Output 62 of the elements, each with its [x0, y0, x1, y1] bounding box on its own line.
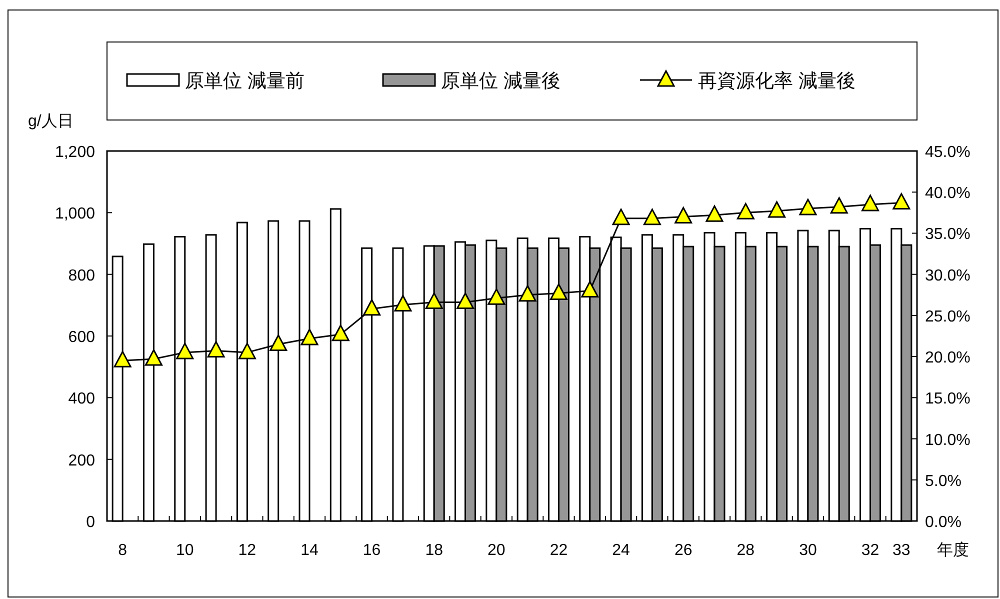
legend-label: 原単位 減量後 — [441, 71, 560, 92]
point — [830, 197, 848, 214]
y-tick-label: 200 — [68, 452, 96, 470]
point — [518, 285, 536, 302]
point — [892, 193, 910, 210]
point — [176, 342, 194, 360]
point — [207, 341, 225, 358]
point — [300, 328, 318, 346]
point — [332, 324, 350, 342]
x-tick-label: 10 — [176, 542, 194, 559]
x-tick-label: 18 — [425, 542, 444, 559]
point — [674, 207, 692, 224]
point — [862, 194, 880, 212]
y-axis-title: g/人日 — [28, 113, 74, 130]
x-tick-label: 28 — [736, 542, 755, 559]
point — [270, 334, 288, 351]
y-tick-label: 600 — [68, 329, 96, 346]
y2-tick-label: 10.0% — [925, 432, 970, 449]
point — [706, 205, 724, 222]
x-tick-label: 32 — [861, 542, 880, 559]
point — [736, 202, 754, 220]
y2-tick-label: 45.0% — [925, 144, 970, 161]
point — [581, 281, 599, 298]
y2-tick-label: 35.0% — [925, 226, 970, 244]
y-tick-label: 400 — [68, 390, 96, 408]
y-tick-label: 0 — [86, 514, 96, 531]
x-tick-label: 24 — [612, 542, 630, 559]
y-tick-label: 800 — [68, 267, 96, 284]
x-tick-label: 16 — [362, 542, 381, 559]
y2-tick-label: 0.0% — [925, 514, 962, 531]
point — [425, 292, 443, 310]
point — [114, 350, 132, 368]
point — [643, 208, 661, 226]
x-tick-label: 33 — [892, 542, 910, 559]
point — [768, 201, 786, 218]
legend-label: 再資源化率 減量後 — [698, 70, 856, 92]
x-tick-label: 30 — [799, 542, 817, 559]
point — [238, 342, 256, 360]
point — [799, 198, 817, 216]
point — [612, 208, 630, 226]
point — [144, 349, 162, 366]
point — [363, 299, 381, 316]
y2-tick-label: 5.0% — [925, 472, 962, 490]
legend-label: 原単位 減量前 — [185, 71, 304, 92]
x-tick-label: 12 — [238, 542, 256, 559]
x-tick-label: 22 — [550, 542, 568, 559]
x-tick-label: 26 — [674, 542, 692, 559]
point — [394, 295, 412, 312]
point — [456, 292, 474, 310]
x-tick-label: 8 — [118, 542, 128, 559]
y2-tick-label: 20.0% — [925, 350, 970, 367]
y2-tick-label: 25.0% — [925, 308, 970, 326]
y-tick-label: 1,200 — [54, 144, 96, 161]
x-tick-label: 14 — [300, 542, 318, 559]
y2-tick-label: 15.0% — [925, 390, 970, 408]
point — [488, 288, 506, 305]
x-tick-label: 20 — [488, 542, 506, 559]
x-axis-title: 年度 — [937, 541, 969, 559]
y2-tick-label: 30.0% — [925, 267, 970, 284]
y-tick-label: 1,000 — [54, 206, 96, 223]
y2-tick-label: 40.0% — [925, 185, 970, 202]
point — [550, 283, 568, 300]
